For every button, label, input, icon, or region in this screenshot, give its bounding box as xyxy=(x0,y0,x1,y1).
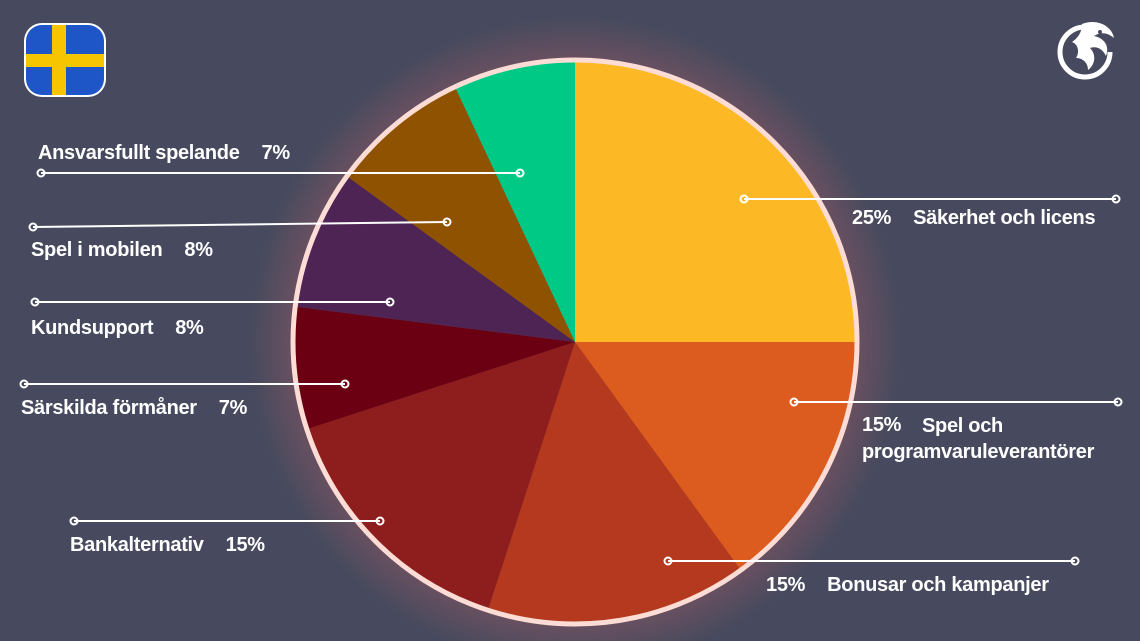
pie-outline xyxy=(290,57,860,627)
leader-dot xyxy=(19,379,29,389)
slice-percent: 15% xyxy=(766,574,806,596)
pie-slice-5 xyxy=(297,177,575,342)
leader-dot xyxy=(1111,194,1121,204)
slice-label: Särskilda förmåner xyxy=(21,397,197,419)
leader-dot xyxy=(515,168,525,178)
slice-label: Bonusar och kampanjer xyxy=(827,574,1049,596)
leader-dot xyxy=(1070,556,1080,566)
slice-percent: 8% xyxy=(184,239,213,261)
slice-label: Säkerhet och licens xyxy=(913,207,1096,229)
leader-dot xyxy=(442,217,452,227)
slice-percent: 7% xyxy=(218,397,248,419)
label-ansvarsfullt: Ansvarsfullt spelande 7% xyxy=(38,141,290,165)
slice-percent: 25% xyxy=(852,207,892,229)
leader-dot xyxy=(663,556,673,566)
label-bankalternativ: Bankalternativ 15% xyxy=(70,533,265,557)
label-bonusar: 15% Bonusar och kampanjer xyxy=(766,573,1049,597)
leader-dot xyxy=(340,379,350,389)
slice-percent: 7% xyxy=(261,142,291,164)
label-mobilen: Spel i mobilen 8% xyxy=(31,238,213,262)
slice-label-wrap: Spel och programvaruleverantörer xyxy=(862,413,1134,465)
leader-dot xyxy=(739,194,749,204)
leader-dot xyxy=(69,516,79,526)
slice-percent: 15% xyxy=(862,414,902,436)
pie-slice-7 xyxy=(455,62,575,342)
pie-slice-3 xyxy=(308,342,575,609)
slice-label: Bankalternativ xyxy=(70,534,204,556)
leader-dot xyxy=(28,222,38,232)
slice-percent: 8% xyxy=(175,317,204,339)
sweden-flag-icon xyxy=(24,23,106,97)
pie-slice-2 xyxy=(488,342,740,622)
slice-percent: 15% xyxy=(225,534,265,556)
pie-slice-1 xyxy=(575,342,855,569)
leader-line-6 xyxy=(32,221,448,228)
leader-dot xyxy=(375,516,385,526)
slice-label: Ansvarsfullt spelande xyxy=(38,142,240,164)
slice-label: Kundsupport xyxy=(31,317,154,339)
leader-dot xyxy=(1113,397,1123,407)
label-kundsupport: Kundsupport 8% xyxy=(31,316,204,340)
dragon-logo-icon xyxy=(1057,21,1114,80)
label-sarskilda: Särskilda förmåner 7% xyxy=(21,396,247,420)
leader-dot xyxy=(30,297,40,307)
label-spel-programvara: 15% xyxy=(862,413,923,437)
label-sakerhet: 25% Säkerhet och licens xyxy=(852,206,1096,230)
leader-dot xyxy=(385,297,395,307)
leader-dot xyxy=(36,168,46,178)
leader-dot xyxy=(789,397,799,407)
slice-label: Spel och programvaruleverantörer xyxy=(862,415,1095,463)
pie-slice-4 xyxy=(295,306,575,429)
pie-slice-0 xyxy=(575,62,855,342)
pie-slice-6 xyxy=(348,88,575,342)
slice-label: Spel i mobilen xyxy=(31,239,163,261)
